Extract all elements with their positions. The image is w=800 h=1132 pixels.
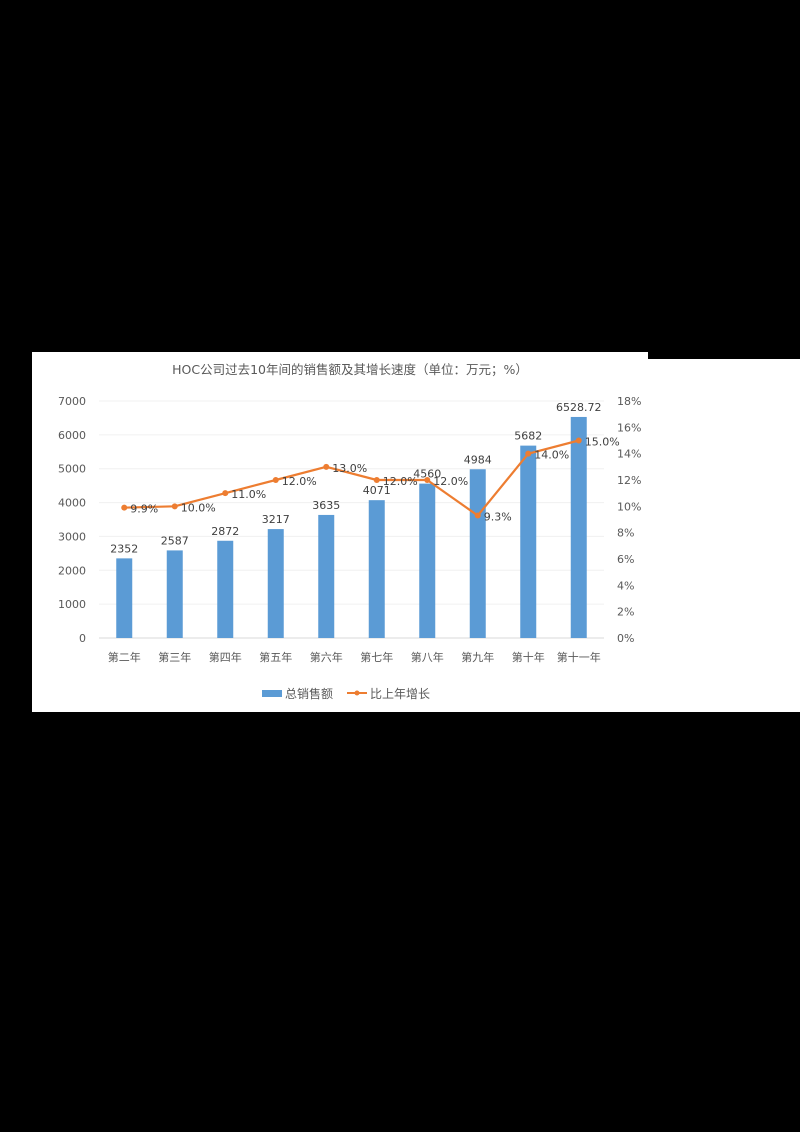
- growth-marker: [525, 450, 532, 457]
- growth-label: 9.9%: [130, 503, 158, 516]
- growth-marker: [424, 477, 431, 483]
- right-axis-tick: 14%: [617, 448, 641, 461]
- chart-background: [32, 359, 800, 712]
- sales-bar-label: 3217: [262, 513, 290, 526]
- sales-bar-label: 2352: [110, 542, 138, 555]
- left-y-axis: 0 1000 2000 3000 4000 5000 6000 7000: [58, 395, 86, 645]
- left-axis-tick: 6000: [58, 429, 86, 442]
- growth-label: 12.0%: [282, 475, 317, 488]
- growth-label: 11.0%: [231, 488, 266, 501]
- sales-bar-label: 3635: [312, 499, 340, 512]
- left-axis-tick: 3000: [58, 530, 86, 543]
- left-axis-tick: 2000: [58, 564, 86, 577]
- sales-bar-label: 2872: [211, 525, 239, 538]
- sales-bar-label: 4560: [413, 468, 441, 481]
- sales-bar: [217, 540, 234, 638]
- growth-marker: [272, 477, 279, 483]
- x-axis-label: 第八年: [411, 650, 444, 664]
- growth-marker: [323, 463, 330, 470]
- legend-bar-swatch: [262, 690, 282, 697]
- growth-marker: [575, 437, 582, 444]
- right-axis-tick: 10%: [617, 500, 641, 513]
- sales-bar-label: 2587: [161, 534, 189, 547]
- growth-marker: [474, 512, 481, 519]
- sales-bar-labels: 2352 2587 2872 3217 3635 4071 4560 4984 5682 6528…: [110, 401, 601, 555]
- right-axis-tick: 6%: [617, 553, 634, 566]
- sales-bar: [267, 529, 284, 638]
- x-axis-label: 第三年: [158, 650, 191, 664]
- growth-label: 10.0%: [181, 501, 216, 514]
- right-axis-tick: 4%: [617, 579, 634, 592]
- x-axis-label: 第五年: [259, 650, 292, 664]
- sales-bar: [318, 514, 335, 638]
- growth-marker: [222, 490, 229, 497]
- left-axis-tick: 5000: [58, 463, 86, 476]
- chart-background-top: [32, 352, 648, 360]
- x-axis-label: 第六年: [310, 650, 343, 664]
- chart-title: HOC公司过去10年间的销售额及其增长速度（单位：万元；%）: [172, 362, 528, 377]
- growth-marker: [171, 503, 178, 510]
- growth-label: 15.0%: [585, 436, 620, 449]
- growth-marker: [121, 504, 128, 511]
- growth-line: [121, 437, 582, 519]
- sales-bar: [520, 445, 537, 638]
- right-y-axis: 0% 2% 4% 6% 8% 10% 12% 14% 16% 18%: [617, 395, 641, 645]
- right-axis-tick: 16%: [617, 421, 641, 434]
- right-axis-tick: 2%: [617, 606, 634, 619]
- sales-bar: [570, 416, 587, 638]
- sales-bar: [116, 558, 133, 638]
- sales-bar: [419, 483, 436, 638]
- x-axis-label: 第十年: [512, 650, 545, 664]
- sales-bar: [469, 469, 486, 638]
- growth-label: 12.0%: [383, 475, 418, 488]
- sales-bar-label: 4984: [464, 453, 492, 466]
- left-axis-tick: 1000: [58, 598, 86, 611]
- sales-bar-label: 4071: [363, 484, 391, 497]
- legend-sales-label: 总销售额: [285, 686, 333, 701]
- growth-polyline: [124, 439, 580, 517]
- left-axis-tick: 7000: [58, 395, 86, 408]
- sales-bar-label: 5682: [514, 430, 542, 443]
- x-axis-label: 第十一年: [557, 650, 601, 664]
- growth-label: 12.0%: [433, 475, 468, 488]
- x-axis-label: 第九年: [461, 650, 494, 664]
- left-axis-tick: 4000: [58, 497, 86, 510]
- growth-marker: [373, 477, 380, 483]
- growth-label: 13.0%: [332, 462, 367, 475]
- x-axis-label: 第七年: [360, 650, 393, 664]
- sales-bar: [368, 500, 385, 638]
- right-axis-tick: 0%: [617, 632, 634, 645]
- x-axis-label: 第二年: [108, 650, 141, 664]
- right-axis-tick: 12%: [617, 474, 641, 487]
- growth-line-labels: 9.9% 10.0% 11.0% 12.0% 13.0% 12.0% 12.0% 9.3% 14…: [130, 436, 619, 524]
- gridlines: [99, 400, 604, 639]
- sales-bars: [116, 416, 587, 638]
- x-axis: 第二年 第三年 第四年 第五年 第六年 第七年 第八年 第九年 第十年 第十一年: [108, 650, 601, 664]
- legend-growth-label: 比上年增长: [370, 687, 430, 701]
- sales-bar: [166, 550, 183, 638]
- right-axis-tick: 8%: [617, 527, 634, 540]
- x-axis-label: 第四年: [209, 650, 242, 664]
- growth-label: 14.0%: [534, 449, 569, 462]
- sales-bar-label: 6528.72: [556, 401, 602, 414]
- left-axis-tick: 0: [79, 632, 86, 645]
- right-axis-tick: 18%: [617, 395, 641, 408]
- legend-line-marker: [354, 690, 360, 696]
- growth-label: 9.3%: [484, 511, 512, 524]
- legend: 总销售额 比上年增长: [262, 686, 430, 701]
